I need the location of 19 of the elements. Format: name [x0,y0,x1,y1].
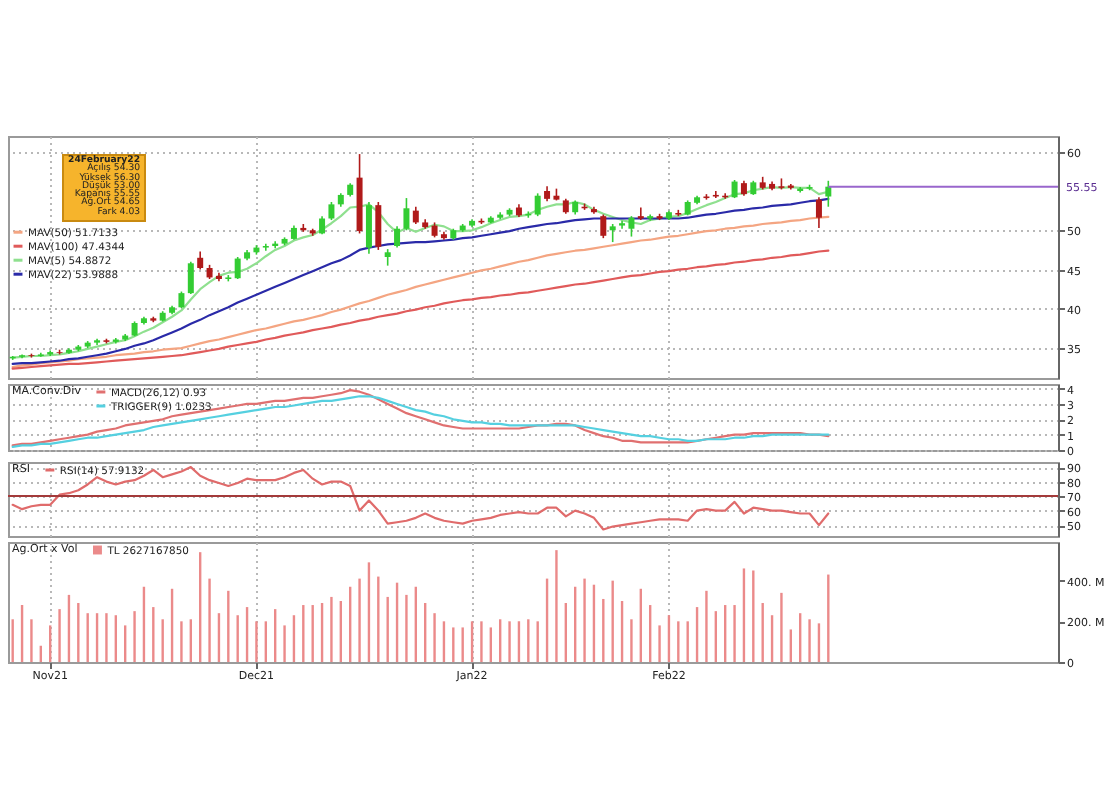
candlestick [637,206,644,221]
candlestick [187,260,194,295]
candlestick [375,201,382,251]
candlestick [319,215,326,236]
candlestick [403,197,410,232]
candlestick [197,250,204,271]
candlestick [825,179,832,208]
candlestick [609,223,616,243]
candlestick [815,196,822,229]
line-series [11,465,830,531]
candlestick [262,242,269,252]
candlestick [731,179,738,199]
candlestick [534,192,541,217]
candlestick [328,201,335,221]
candlestick [600,213,607,239]
candlestick [394,225,401,249]
candlestick [234,256,241,280]
line-series [11,249,830,370]
candlestick [365,201,372,255]
